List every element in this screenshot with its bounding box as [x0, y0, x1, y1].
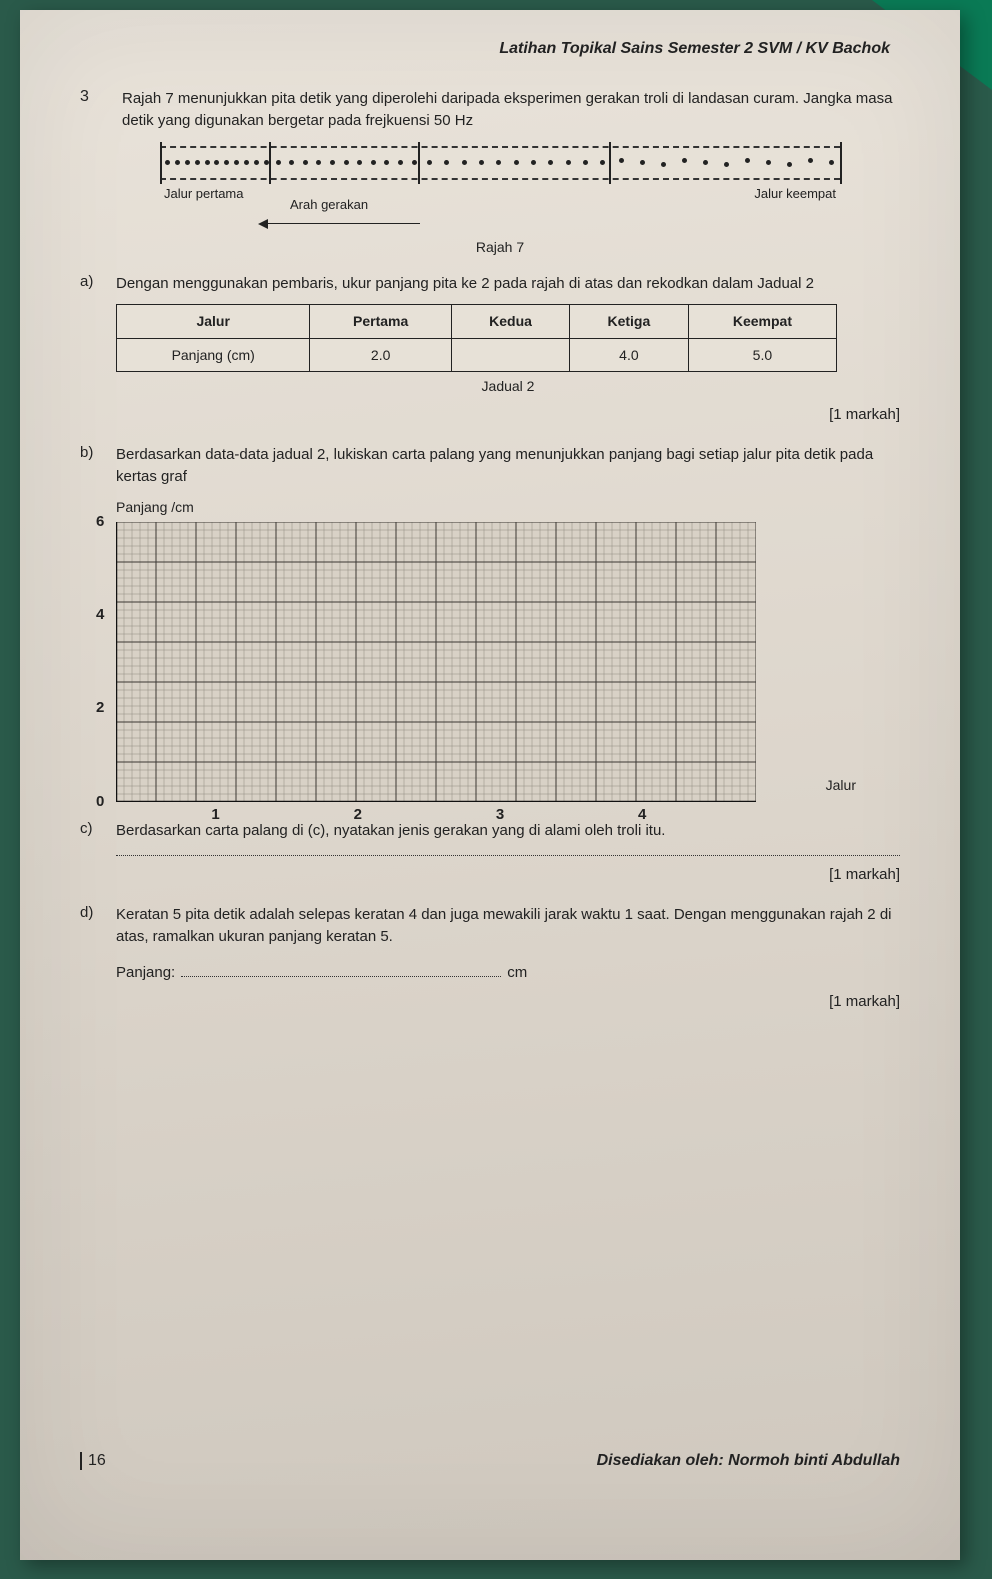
x-tick-label: 1 — [211, 804, 219, 826]
table-cell: 2.0 — [310, 338, 451, 371]
table-header: Jalur — [117, 305, 310, 338]
panjang-blank — [181, 976, 501, 977]
graph-y-title: Panjang /cm — [116, 497, 900, 517]
table-caption: Jadual 2 — [116, 376, 900, 396]
part-a-marks: [1 markah] — [116, 404, 900, 426]
prepared-by: Disediakan oleh: Normoh binti Abdullah — [597, 1452, 900, 1470]
part-b-label: b) — [80, 444, 102, 461]
part-a-label: a) — [80, 273, 102, 290]
page-number: 16 — [80, 1452, 106, 1470]
tape-label-left: Jalur pertama — [164, 186, 243, 201]
x-tick-label: 4 — [638, 804, 646, 826]
part-a-text: Dengan menggunakan pembaris, ukur panjan… — [116, 273, 900, 295]
direction-arrow: Arah gerakan — [160, 197, 840, 227]
panjang-unit: cm — [507, 962, 527, 984]
graph-x-title: Jalur — [826, 775, 856, 795]
part-c-label: c) — [80, 820, 102, 837]
part-d-marks: [1 markah] — [116, 991, 900, 1013]
table-cell: 4.0 — [570, 338, 688, 371]
answer-blank-line — [116, 855, 900, 856]
table-header: Keempat — [688, 305, 837, 338]
x-tick-label: 3 — [496, 804, 504, 826]
jadual-2-table: JalurPertamaKeduaKetigaKeempat Panjang (… — [116, 304, 837, 372]
table-header: Kedua — [451, 305, 569, 338]
ticker-tape-diagram: Jalur pertama Jalur keempat Arah gerakan… — [160, 146, 840, 255]
table-header: Pertama — [310, 305, 451, 338]
part-d-label: d) — [80, 904, 102, 921]
graph-grid: 02461234Jalur — [116, 522, 796, 802]
tape-label-right: Jalur keempat — [754, 186, 836, 201]
table-cell — [451, 338, 569, 371]
part-b-text: Berdasarkan data-data jadual 2, lukiskan… — [116, 444, 900, 488]
part-d-text: Keratan 5 pita detik adalah selepas kera… — [116, 904, 900, 948]
panjang-label: Panjang: — [116, 962, 175, 984]
worksheet-page: Latihan Topikal Sains Semester 2 SVM / K… — [20, 10, 960, 1560]
y-tick-label: 6 — [96, 511, 104, 533]
y-tick-label: 4 — [96, 604, 104, 626]
y-tick-label: 2 — [96, 697, 104, 719]
question-text: Rajah 7 menunjukkan pita detik yang dipe… — [122, 88, 900, 132]
part-c-marks: [1 markah] — [116, 864, 900, 886]
figure-caption: Rajah 7 — [160, 239, 840, 255]
question-number: 3 — [80, 88, 104, 106]
x-tick-label: 2 — [354, 804, 362, 826]
table-header: Ketiga — [570, 305, 688, 338]
document-header: Latihan Topikal Sains Semester 2 SVM / K… — [80, 40, 900, 58]
table-row-label: Panjang (cm) — [117, 338, 310, 371]
part-c-text: Berdasarkan carta palang di (c), nyataka… — [116, 820, 900, 842]
y-tick-label: 0 — [96, 791, 104, 813]
table-cell: 5.0 — [688, 338, 837, 371]
